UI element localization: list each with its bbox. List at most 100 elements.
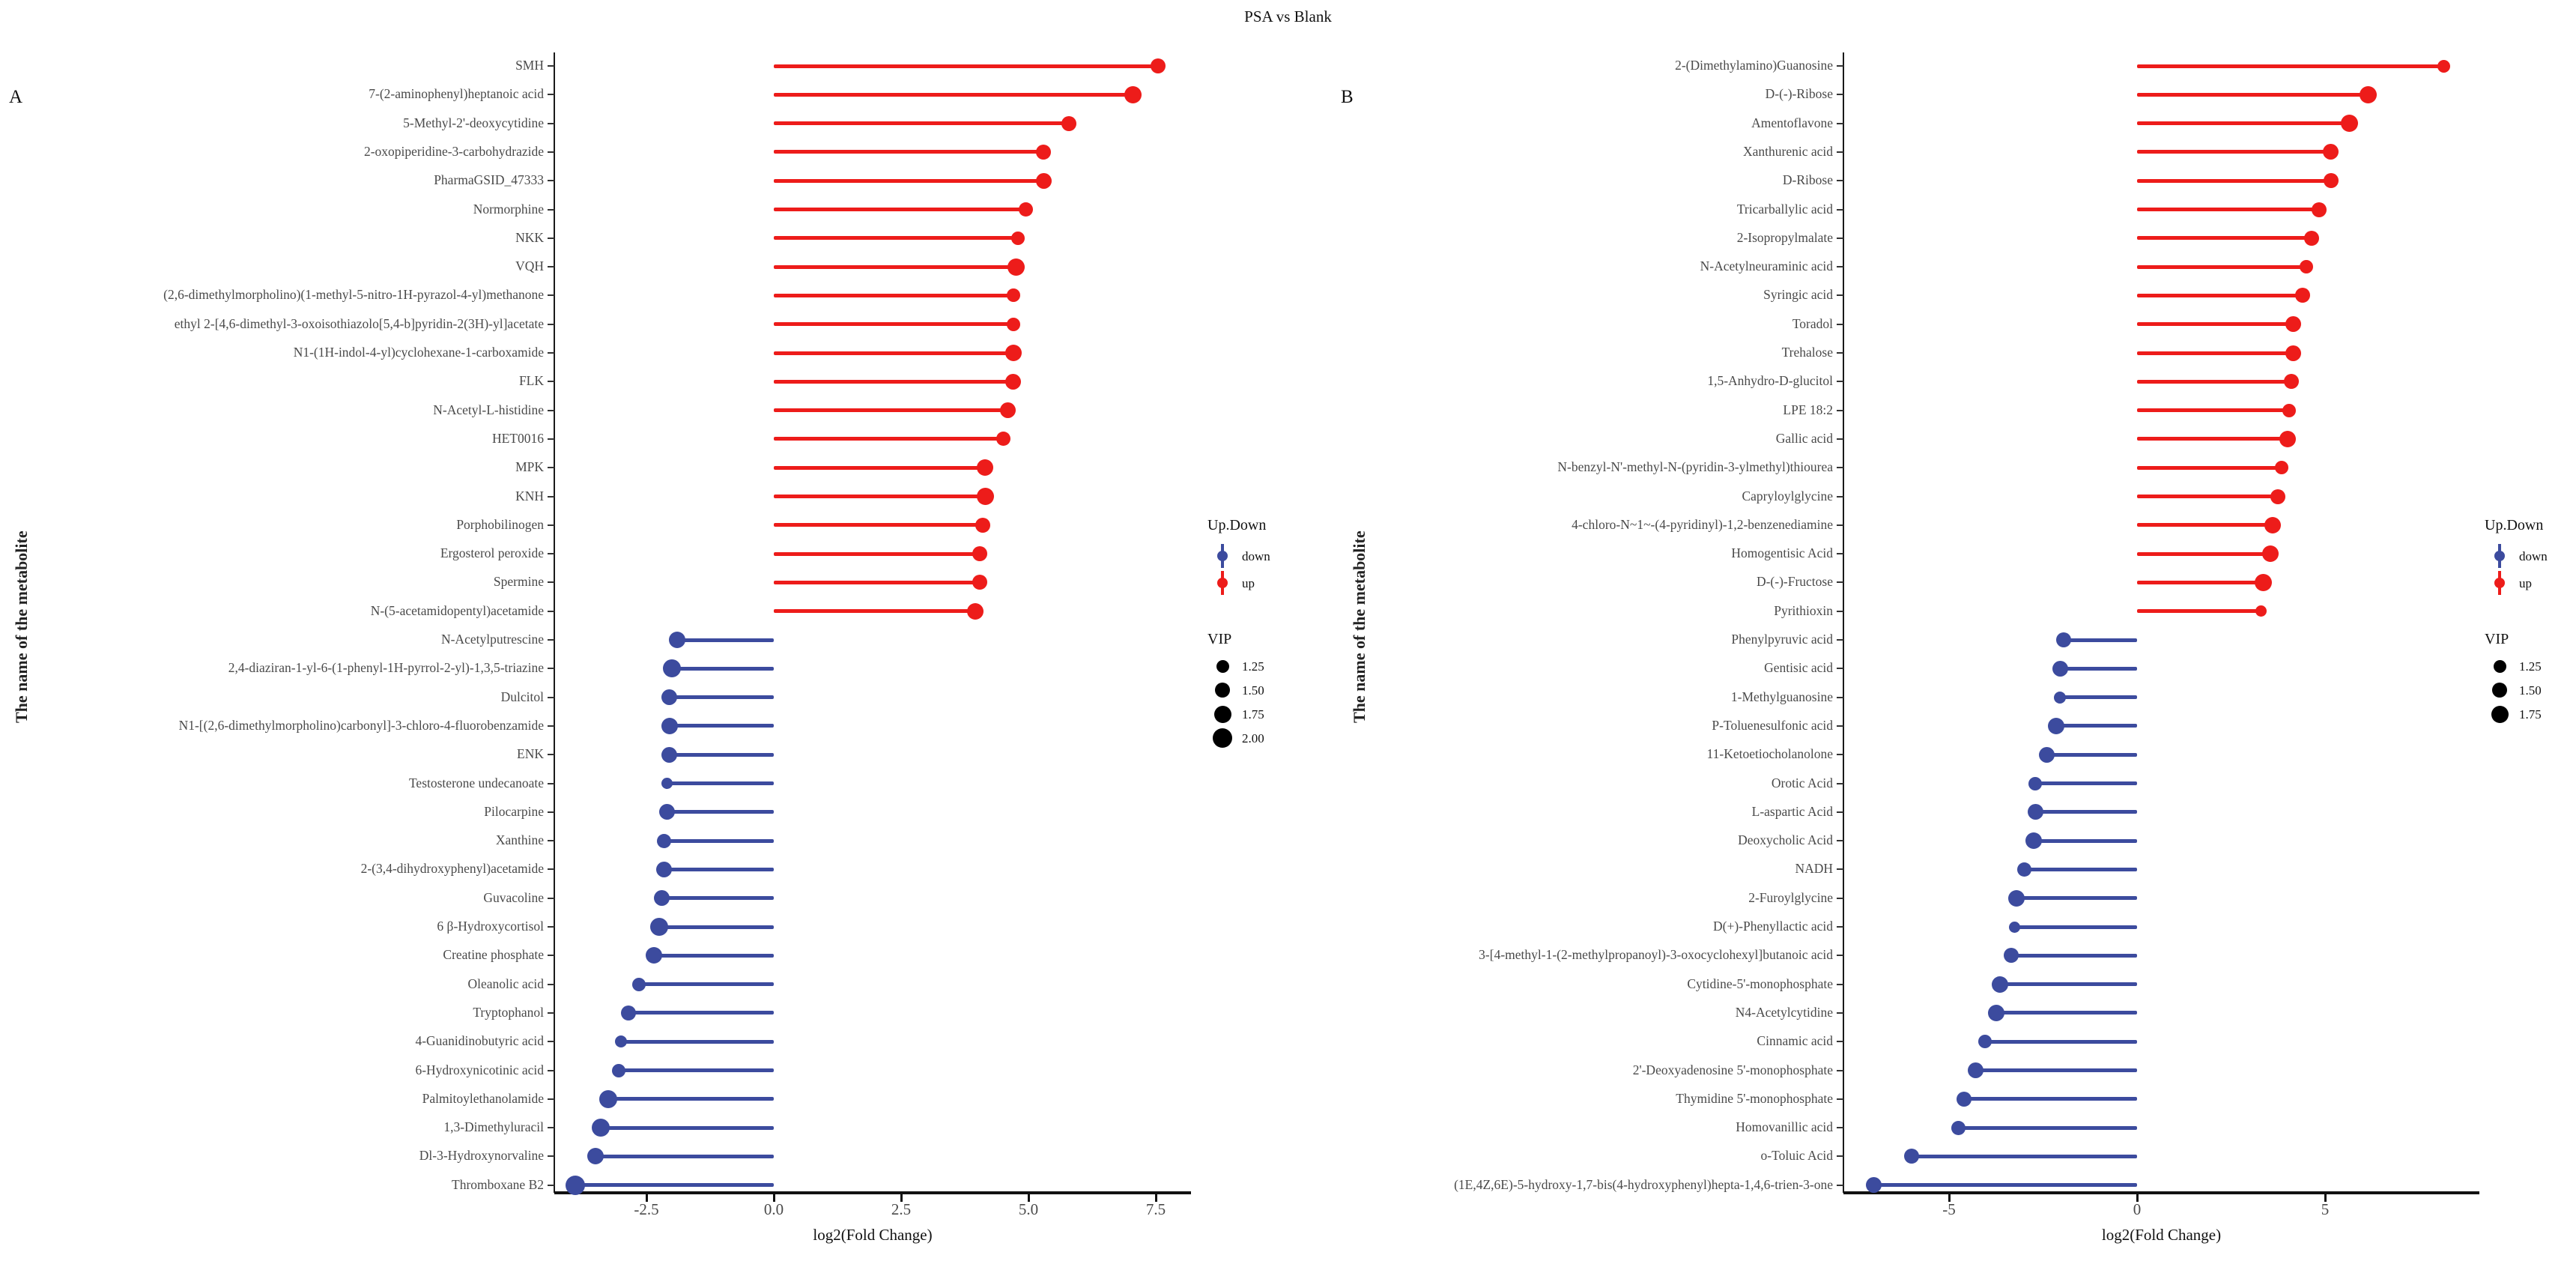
y-axis-row-tick xyxy=(1837,782,1843,784)
lollipop-line-down xyxy=(1911,1154,2137,1158)
metabolite-label: Palmitoylethanolamide xyxy=(422,1090,544,1106)
lollipop-line-down xyxy=(1975,1068,2137,1072)
lollipop-dot-down xyxy=(1987,1004,2004,1021)
lollipop-line-up xyxy=(774,609,975,614)
metabolite-label: Tricarballylic acid xyxy=(1736,201,1833,217)
y-axis-row-tick xyxy=(1837,811,1843,813)
lollipop-line-down xyxy=(1964,1097,2137,1101)
lollipop-line-up xyxy=(774,236,1019,241)
y-axis-row-tick xyxy=(548,754,554,756)
metabolite-label: N-Acetylneuraminic acid xyxy=(1700,258,1833,274)
metabolite-label: (1E,4Z,6E)-5-hydroxy-1,7-bis(4-hydroxyph… xyxy=(1454,1176,1833,1192)
y-axis-row-tick xyxy=(1837,668,1843,670)
lollipop-line-up xyxy=(2137,551,2271,556)
metabolite-label: Creatine phosphate xyxy=(443,947,544,963)
y-axis-row-tick xyxy=(548,639,554,641)
metabolite-label: Pilocarpine xyxy=(484,803,544,819)
lollipop-dot-up xyxy=(1151,58,1166,73)
lollipop-line-down xyxy=(1958,1125,2137,1130)
metabolite-label: Dl-3-Hydroxynorvaline xyxy=(419,1148,544,1164)
lollipop-line-up xyxy=(2137,293,2303,297)
lollipop-dot-down xyxy=(631,977,646,991)
lollipop-dot-down xyxy=(2027,804,2043,820)
lollipop-dot-up xyxy=(1007,258,1025,276)
metabolite-label: Phenylpyruvic acid xyxy=(1731,632,1833,647)
lollipop-dot-down xyxy=(2028,776,2043,790)
lollipop-line-up xyxy=(774,150,1044,154)
y-axis-row-tick xyxy=(1837,1069,1843,1071)
y-axis-row-tick xyxy=(548,782,554,784)
y-axis-row-tick xyxy=(548,1127,554,1129)
lollipop-line-up xyxy=(774,293,1013,297)
metabolite-label: Tryptophanol xyxy=(473,1004,544,1020)
legend-vip-label: 1.50 xyxy=(1242,683,1264,698)
metabolite-label: 2-Furoylglycine xyxy=(1748,889,1833,905)
legend-vip-dot xyxy=(1213,728,1232,748)
lollipop-dot-up xyxy=(2312,202,2327,217)
lollipop-line-up xyxy=(774,495,986,498)
metabolite-label: N-Acetylputrescine xyxy=(440,632,544,647)
x-axis-title: log2(Fold Change) xyxy=(813,1226,933,1244)
y-axis-row-tick xyxy=(548,955,554,957)
y-axis-row-tick xyxy=(548,811,554,813)
metabolite-label: 7-(2-aminophenyl)heptanoic acid xyxy=(369,86,544,102)
lollipop-dot-down xyxy=(2048,717,2065,734)
lollipop-dot-up xyxy=(1124,85,1142,103)
metabolite-label: Pyrithioxin xyxy=(1774,602,1833,618)
lollipop-line-down xyxy=(2024,867,2137,871)
lollipop-line-up xyxy=(774,523,983,527)
metabolite-label: Trehalose xyxy=(1781,345,1833,360)
lollipop-line-down xyxy=(2060,666,2137,671)
metabolite-label: NKK xyxy=(515,229,544,245)
y-axis-row-tick xyxy=(548,725,554,727)
legend-vip-label: 2.00 xyxy=(1242,731,1264,746)
lollipop-dot-up xyxy=(2285,345,2301,361)
lollipop-dot-down xyxy=(657,833,672,848)
legend-vip-label: 1.75 xyxy=(1242,707,1264,722)
lollipop-dot-down xyxy=(661,689,678,706)
metabolite-label: (2,6-dimethylmorpholino)(1-methyl-5-nitr… xyxy=(163,287,544,303)
metabolite-label: Ergosterol peroxide xyxy=(440,545,544,561)
lollipop-line-up xyxy=(774,551,981,556)
x-axis-tick-label: 5 xyxy=(2321,1200,2330,1218)
y-axis-row-tick xyxy=(1837,151,1843,153)
lollipop-dot-down xyxy=(1866,1177,1882,1194)
lollipop-dot-down xyxy=(2039,746,2055,763)
x-axis-line xyxy=(1843,1191,2479,1194)
metabolite-label: 1-Methylguanosine xyxy=(1730,689,1833,704)
metabolite-label: Spermine xyxy=(493,574,544,590)
lollipop-line-up xyxy=(774,408,1008,413)
y-axis-row-tick xyxy=(1837,1098,1843,1100)
lollipop-line-down xyxy=(664,867,774,871)
y-axis-row-tick xyxy=(548,438,554,440)
lollipop-dot-up xyxy=(1035,172,1052,189)
legend-vip-label: 1.25 xyxy=(1242,659,1264,674)
lollipop-dot-down xyxy=(646,947,663,964)
legend-vip-dot xyxy=(1216,659,1229,673)
lollipop-dot-down xyxy=(599,1089,617,1108)
metabolite-label: Dulcitol xyxy=(500,689,544,704)
lollipop-line-down xyxy=(2046,752,2137,757)
legend-vip-dot xyxy=(2491,705,2509,723)
y-axis-row-tick xyxy=(548,180,554,182)
y-axis-row-tick xyxy=(548,1184,554,1186)
y-axis-row-tick xyxy=(1837,381,1843,383)
lollipop-line-up xyxy=(774,208,1026,211)
lollipop-line-up xyxy=(774,121,1070,126)
y-axis-row-tick xyxy=(1837,926,1843,928)
y-axis-row-tick xyxy=(1837,955,1843,957)
panel-label-B: B xyxy=(1341,87,1354,107)
lollipop-dot-up xyxy=(975,517,990,533)
lollipop-line-down xyxy=(608,1097,774,1101)
y-axis-row-tick xyxy=(1837,639,1843,641)
y-axis-row-tick xyxy=(548,581,554,584)
lollipop-dot-up xyxy=(966,602,984,620)
y-axis-row-tick xyxy=(548,1041,554,1043)
lollipop-line-down xyxy=(2014,925,2137,929)
y-axis-row-tick xyxy=(1837,65,1843,67)
legend-updown-title: Up.Down xyxy=(1207,517,1267,533)
lollipop-line-up xyxy=(2137,208,2320,211)
lollipop-dot-up xyxy=(2282,403,2297,417)
y-axis-row-tick xyxy=(1837,1041,1843,1043)
metabolite-label: Thymidine 5'-monophosphate xyxy=(1676,1090,1833,1106)
